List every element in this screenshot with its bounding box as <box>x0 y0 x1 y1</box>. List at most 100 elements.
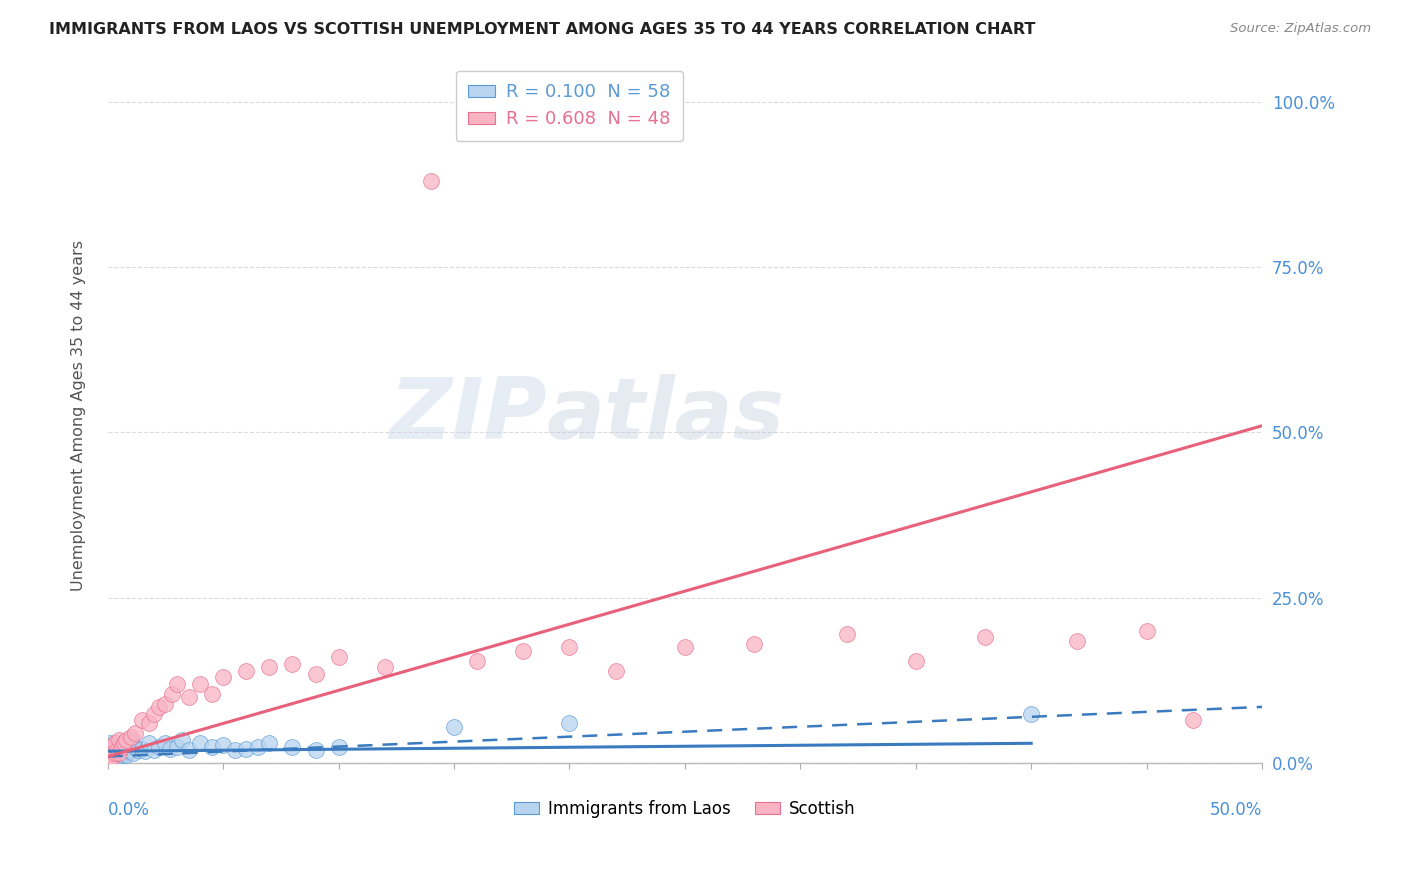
Point <box>124 726 146 740</box>
Point <box>162 687 184 701</box>
Point <box>98 751 121 765</box>
Point <box>155 697 177 711</box>
Text: Source: ZipAtlas.com: Source: ZipAtlas.com <box>1230 22 1371 36</box>
Point <box>1019 706 1042 721</box>
Point <box>127 743 149 757</box>
Point <box>104 736 127 750</box>
Point <box>558 716 581 731</box>
Point <box>281 657 304 671</box>
Point <box>104 743 127 757</box>
Point <box>111 743 134 757</box>
Point <box>131 741 153 756</box>
Point <box>159 741 181 756</box>
Point <box>101 749 124 764</box>
Point <box>138 736 160 750</box>
Point <box>673 640 696 655</box>
Point <box>281 739 304 754</box>
Point <box>166 677 188 691</box>
Text: 50.0%: 50.0% <box>1209 801 1263 819</box>
Point <box>122 746 145 760</box>
Point <box>974 631 997 645</box>
Point <box>443 720 465 734</box>
Point <box>105 739 128 754</box>
Point <box>212 670 235 684</box>
Point <box>1136 624 1159 638</box>
Point <box>104 746 127 760</box>
Point <box>97 748 120 763</box>
Point <box>104 746 127 760</box>
Point <box>97 749 120 764</box>
Point <box>101 744 124 758</box>
Legend: Immigrants from Laos, Scottish: Immigrants from Laos, Scottish <box>508 793 862 824</box>
Point <box>328 739 350 754</box>
Point <box>142 743 165 757</box>
Point <box>512 643 534 657</box>
Point <box>101 748 124 763</box>
Point <box>188 736 211 750</box>
Point <box>1066 633 1088 648</box>
Point <box>97 743 120 757</box>
Point <box>138 716 160 731</box>
Point <box>201 687 224 701</box>
Point <box>235 741 257 756</box>
Point <box>246 739 269 754</box>
Point <box>104 736 127 750</box>
Point <box>120 743 142 757</box>
Point <box>374 660 396 674</box>
Point <box>148 739 170 754</box>
Point <box>97 753 120 767</box>
Point <box>235 664 257 678</box>
Point <box>108 749 131 764</box>
Point <box>101 751 124 765</box>
Y-axis label: Unemployment Among Ages 35 to 44 years: Unemployment Among Ages 35 to 44 years <box>72 240 86 591</box>
Text: IMMIGRANTS FROM LAOS VS SCOTTISH UNEMPLOYMENT AMONG AGES 35 TO 44 YEARS CORRELAT: IMMIGRANTS FROM LAOS VS SCOTTISH UNEMPLO… <box>49 22 1036 37</box>
Point <box>177 743 200 757</box>
Point <box>304 743 326 757</box>
Point <box>304 666 326 681</box>
Point <box>328 650 350 665</box>
Point <box>97 739 120 754</box>
Point <box>259 660 281 674</box>
Point <box>177 690 200 704</box>
Point <box>111 739 134 754</box>
Text: 0.0%: 0.0% <box>108 801 149 819</box>
Point <box>104 749 127 764</box>
Point <box>98 746 121 760</box>
Point <box>148 699 170 714</box>
Point <box>108 739 131 754</box>
Point <box>108 733 131 747</box>
Point <box>134 744 156 758</box>
Point <box>112 746 135 760</box>
Point <box>112 741 135 756</box>
Point <box>558 640 581 655</box>
Point <box>101 741 124 756</box>
Point <box>105 743 128 757</box>
Text: atlas: atlas <box>547 375 785 458</box>
Point <box>98 741 121 756</box>
Point <box>98 736 121 750</box>
Point <box>201 739 224 754</box>
Point <box>98 744 121 758</box>
Point <box>105 748 128 763</box>
Point <box>155 736 177 750</box>
Point <box>98 749 121 764</box>
Point <box>142 706 165 721</box>
Point <box>124 739 146 754</box>
Point <box>420 174 443 188</box>
Point <box>108 744 131 758</box>
Point <box>115 739 138 754</box>
Point <box>904 654 927 668</box>
Point <box>115 733 138 747</box>
Text: ZIP: ZIP <box>389 375 547 458</box>
Point <box>1181 713 1204 727</box>
Point <box>131 713 153 727</box>
Point <box>111 748 134 763</box>
Point <box>98 739 121 754</box>
Point <box>212 738 235 752</box>
Point <box>101 738 124 752</box>
Point <box>108 746 131 760</box>
Point <box>98 746 121 760</box>
Point <box>170 733 193 747</box>
Point <box>742 637 765 651</box>
Point <box>465 654 488 668</box>
